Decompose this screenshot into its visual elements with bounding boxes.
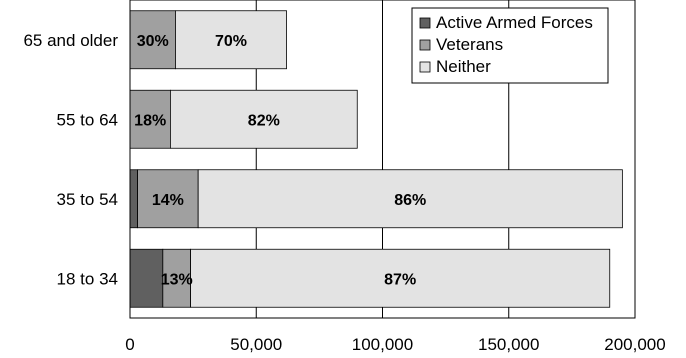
bar-segment [129,169,138,229]
legend-swatch [419,61,431,73]
bar-segment [190,248,611,308]
legend-swatch [419,39,431,51]
category-label: 65 and older [23,31,118,50]
x-tick-label: 50,000 [230,335,282,354]
legend-label: Neither [436,57,491,76]
bars [129,10,623,308]
bar-segment [129,248,164,308]
bar-segment [197,169,623,229]
legend-label: Active Armed Forces [436,13,593,32]
plot-area-border [129,0,636,319]
data-label: 30% [137,33,169,50]
category-labels: 65 and older 55 to 64 35 to 54 18 to 34 [23,31,118,289]
legend: Active Armed Forces Veterans Neither [411,7,609,84]
data-label: 70% [215,33,247,50]
data-label: 14% [152,192,184,209]
category-label: 18 to 34 [57,269,118,288]
bar-segment [129,10,176,70]
legend-label: Veterans [436,35,503,54]
bar-segment [137,169,199,229]
data-label: 82% [248,112,280,129]
category-label: 35 to 54 [57,190,118,209]
x-tick-label: 150,000 [478,335,539,354]
x-tick-label: 0 [125,335,134,354]
legend-swatch [419,17,431,29]
data-label: 13% [161,271,193,288]
bar-segment [169,89,358,149]
bar-segment [175,10,287,70]
legend-box [411,7,609,84]
x-tick-label: 100,000 [352,335,413,354]
data-label: 87% [384,271,416,288]
bar-segment [162,248,191,308]
data-labels: 30% 70% 18% 82% 14% 86% 13% 87% [134,33,426,289]
x-tick-label: 200,000 [604,335,665,354]
bar-segment [129,89,171,149]
x-axis-ticks: 0 50,000 100,000 150,000 200,000 [125,335,665,354]
data-label: 86% [394,192,426,209]
category-label: 55 to 64 [57,110,118,129]
data-label: 18% [134,112,166,129]
